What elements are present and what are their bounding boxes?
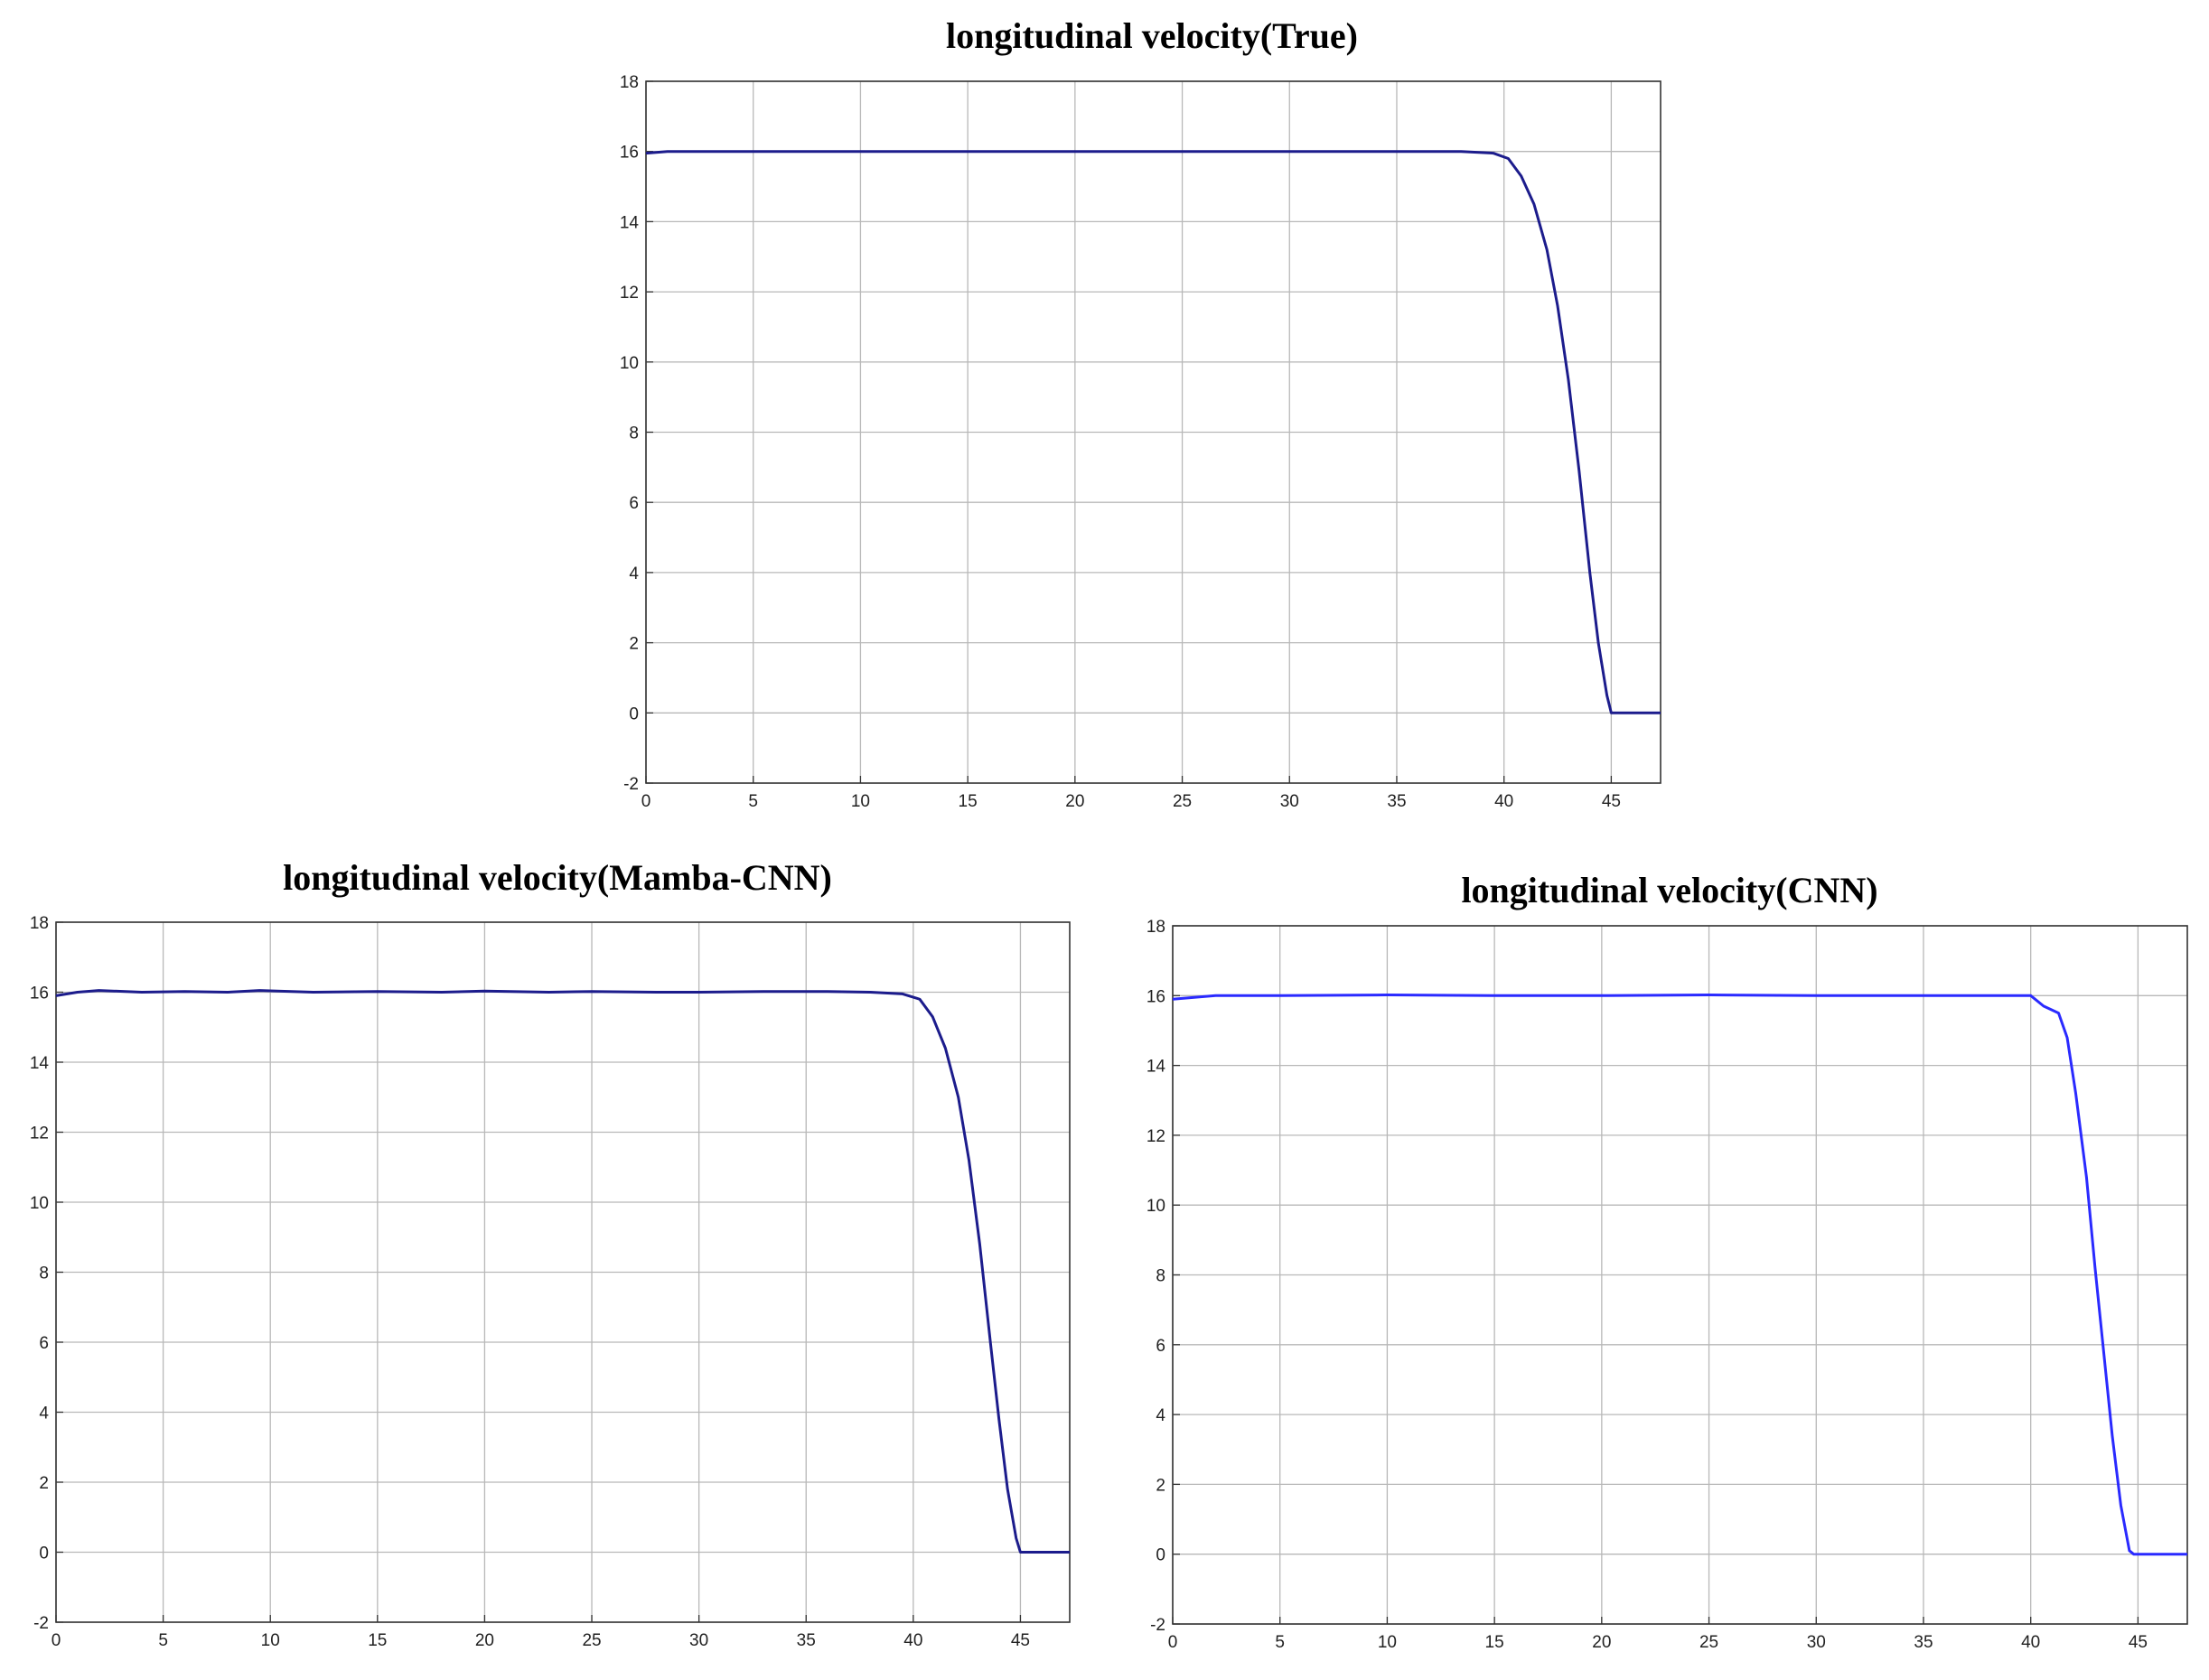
x-tick-label: 0 xyxy=(1168,1633,1178,1652)
x-tick-label: 45 xyxy=(1011,1631,1030,1650)
y-tick-label: 2 xyxy=(39,1474,49,1493)
x-tick-label: 45 xyxy=(1602,792,1621,811)
x-tick-label: 40 xyxy=(2021,1633,2040,1652)
y-tick-label: 2 xyxy=(629,635,639,654)
series-line xyxy=(1172,994,2187,1556)
x-tick-label: 5 xyxy=(158,1631,168,1650)
x-tick-label: 40 xyxy=(1494,792,1513,811)
y-tick-label: -2 xyxy=(623,775,639,794)
y-tick-label: 18 xyxy=(30,914,49,933)
x-tick-label: 25 xyxy=(1173,792,1192,811)
x-tick-label: 0 xyxy=(51,1631,61,1650)
axes-box xyxy=(645,80,1661,784)
axes-box xyxy=(55,921,1071,1623)
x-tick-label: 35 xyxy=(1914,1633,1933,1652)
y-tick-label: 0 xyxy=(1156,1546,1165,1565)
chart-title-true: longitudinal velocity(True) xyxy=(946,15,1358,56)
y-tick-label: 2 xyxy=(1156,1476,1165,1495)
x-tick-label: 40 xyxy=(903,1631,922,1650)
y-tick-label: -2 xyxy=(1150,1616,1165,1635)
chart-panel-true: longitudinal velocity(True) -2 0 2 4 6 8 10 12 1… xyxy=(0,0,2209,813)
y-tick-label: 0 xyxy=(629,705,639,723)
y-tick-label: 12 xyxy=(1147,1127,1165,1146)
x-tick-label: 0 xyxy=(641,792,651,811)
y-tick-label: 10 xyxy=(1147,1197,1165,1216)
y-tick-label: 16 xyxy=(30,985,49,1003)
y-tick-label: -2 xyxy=(33,1614,49,1633)
x-tick-label: 20 xyxy=(1592,1633,1611,1652)
y-tick-label: 14 xyxy=(30,1054,50,1073)
x-tick-label: 10 xyxy=(1378,1633,1397,1652)
y-tick-label: 18 xyxy=(620,73,639,92)
y-tick-label: 4 xyxy=(1156,1406,1165,1425)
y-tick-label: 10 xyxy=(30,1194,49,1213)
x-tick-label: 20 xyxy=(1065,792,1084,811)
y-tick-label: 10 xyxy=(620,354,639,373)
chart-title-mamba-cnn: longitudinal velocity(Mamba-CNN) xyxy=(283,857,832,898)
y-tick-label: 12 xyxy=(30,1125,49,1143)
x-tick-label: 10 xyxy=(261,1631,280,1650)
x-tick-label: 35 xyxy=(1387,792,1406,811)
y-tick-label: 18 xyxy=(1147,918,1165,937)
y-tick-label: 6 xyxy=(39,1334,49,1353)
x-tick-label: 5 xyxy=(748,792,758,811)
x-tick-label: 45 xyxy=(2129,1633,2148,1652)
y-tick-label: 16 xyxy=(620,144,639,163)
x-tick-label: 15 xyxy=(368,1631,387,1650)
y-tick-label: 8 xyxy=(1156,1267,1165,1286)
y-tick-label: 8 xyxy=(629,425,639,443)
y-tick-label: 4 xyxy=(629,565,639,583)
x-tick-label: 5 xyxy=(1275,1633,1285,1652)
x-tick-label: 30 xyxy=(1280,792,1299,811)
axes-box xyxy=(1172,925,2188,1625)
x-tick-label: 30 xyxy=(1807,1633,1826,1652)
x-tick-label: 15 xyxy=(959,792,978,811)
x-tick-label: 25 xyxy=(582,1631,601,1650)
y-tick-label: 14 xyxy=(1147,1058,1166,1077)
y-tick-label: 16 xyxy=(1147,987,1165,1006)
y-tick-label: 6 xyxy=(1156,1337,1165,1356)
x-tick-label: 20 xyxy=(475,1631,494,1650)
y-tick-label: 8 xyxy=(39,1265,49,1283)
series-line xyxy=(645,150,1661,714)
y-tick-label: 4 xyxy=(39,1405,49,1423)
x-tick-label: 15 xyxy=(1485,1633,1504,1652)
y-tick-label: 12 xyxy=(620,284,639,303)
x-tick-label: 30 xyxy=(689,1631,708,1650)
x-tick-label: 25 xyxy=(1699,1633,1718,1652)
x-tick-label: 35 xyxy=(797,1631,816,1650)
series-line xyxy=(55,989,1070,1554)
y-tick-label: 6 xyxy=(629,494,639,513)
chart-title-cnn: longitudinal velocity(CNN) xyxy=(1461,870,1878,910)
y-tick-label: 0 xyxy=(39,1545,49,1563)
x-tick-label: 10 xyxy=(851,792,870,811)
y-tick-label: 14 xyxy=(620,213,640,232)
